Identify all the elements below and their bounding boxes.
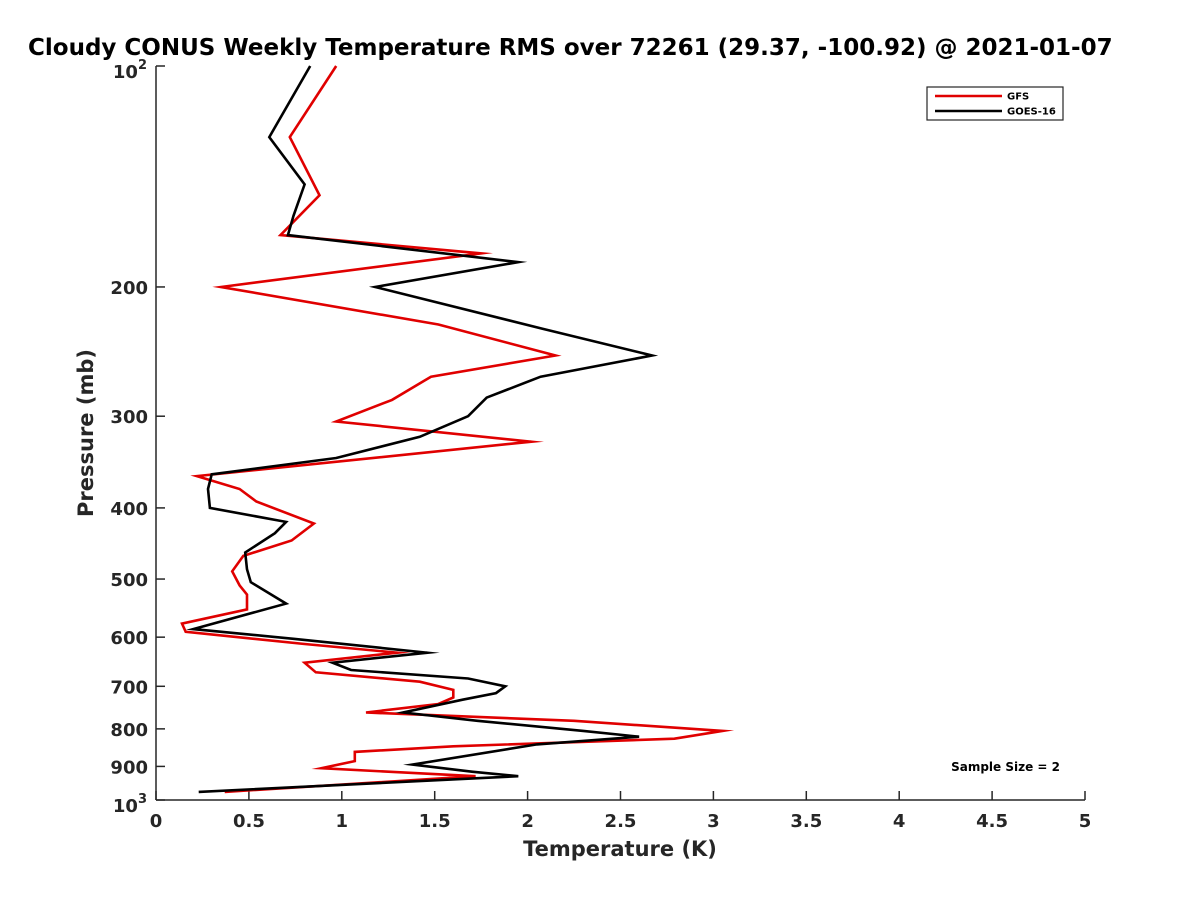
x-tick-label: 2.5 [605, 811, 637, 832]
x-axis-label: Temperature (K) [523, 837, 717, 861]
legend-entry: GOES-16 [1007, 107, 1056, 118]
sample-size-annotation: Sample Size = 2 [951, 760, 1060, 774]
series-lines [180, 65, 735, 794]
y-tick-label: 600 [110, 628, 148, 649]
y-tick-label: 500 [110, 570, 148, 591]
y-axis-label: Pressure (mb) [74, 349, 98, 517]
series-line-gfs [180, 65, 735, 794]
x-tick-label: 1 [336, 811, 349, 832]
plot-area [155, 66, 1085, 801]
y-tick-label: 400 [110, 499, 148, 520]
x-tick-label: 5 [1079, 811, 1092, 832]
series-line-goes-16 [186, 65, 659, 794]
chart-title: Cloudy CONUS Weekly Temperature RMS over… [28, 35, 1113, 61]
x-tick-label: 2 [521, 811, 534, 832]
x-tick-label: 1.5 [419, 811, 451, 832]
legend-box [926, 86, 1064, 121]
y-axis-ticks: 102 200 300 400 500 600 700 800 900 103 [110, 58, 165, 817]
y-tick-label: 700 [110, 677, 148, 698]
y-tick-label: 800 [110, 720, 148, 741]
x-tick-label: 4.5 [976, 811, 1008, 832]
x-tick-label: 0 [150, 811, 163, 832]
y-tick-label: 102 [113, 58, 147, 83]
x-tick-label: 3.5 [790, 811, 822, 832]
legend-entry: GFS [1007, 92, 1029, 103]
x-tick-label: 3 [707, 811, 720, 832]
x-axis-ticks: 0 0.5 1 1.5 2 2.5 3 3.5 4 4.5 5 [150, 791, 1092, 832]
x-tick-label: 4 [893, 811, 906, 832]
y-tick-label: 300 [110, 407, 148, 428]
y-tick-label: 103 [113, 792, 147, 817]
legend: GFS GOES-16 [926, 86, 1064, 121]
y-tick-label: 900 [110, 757, 148, 778]
x-tick-label: 0.5 [233, 811, 265, 832]
y-tick-label: 200 [110, 278, 148, 299]
